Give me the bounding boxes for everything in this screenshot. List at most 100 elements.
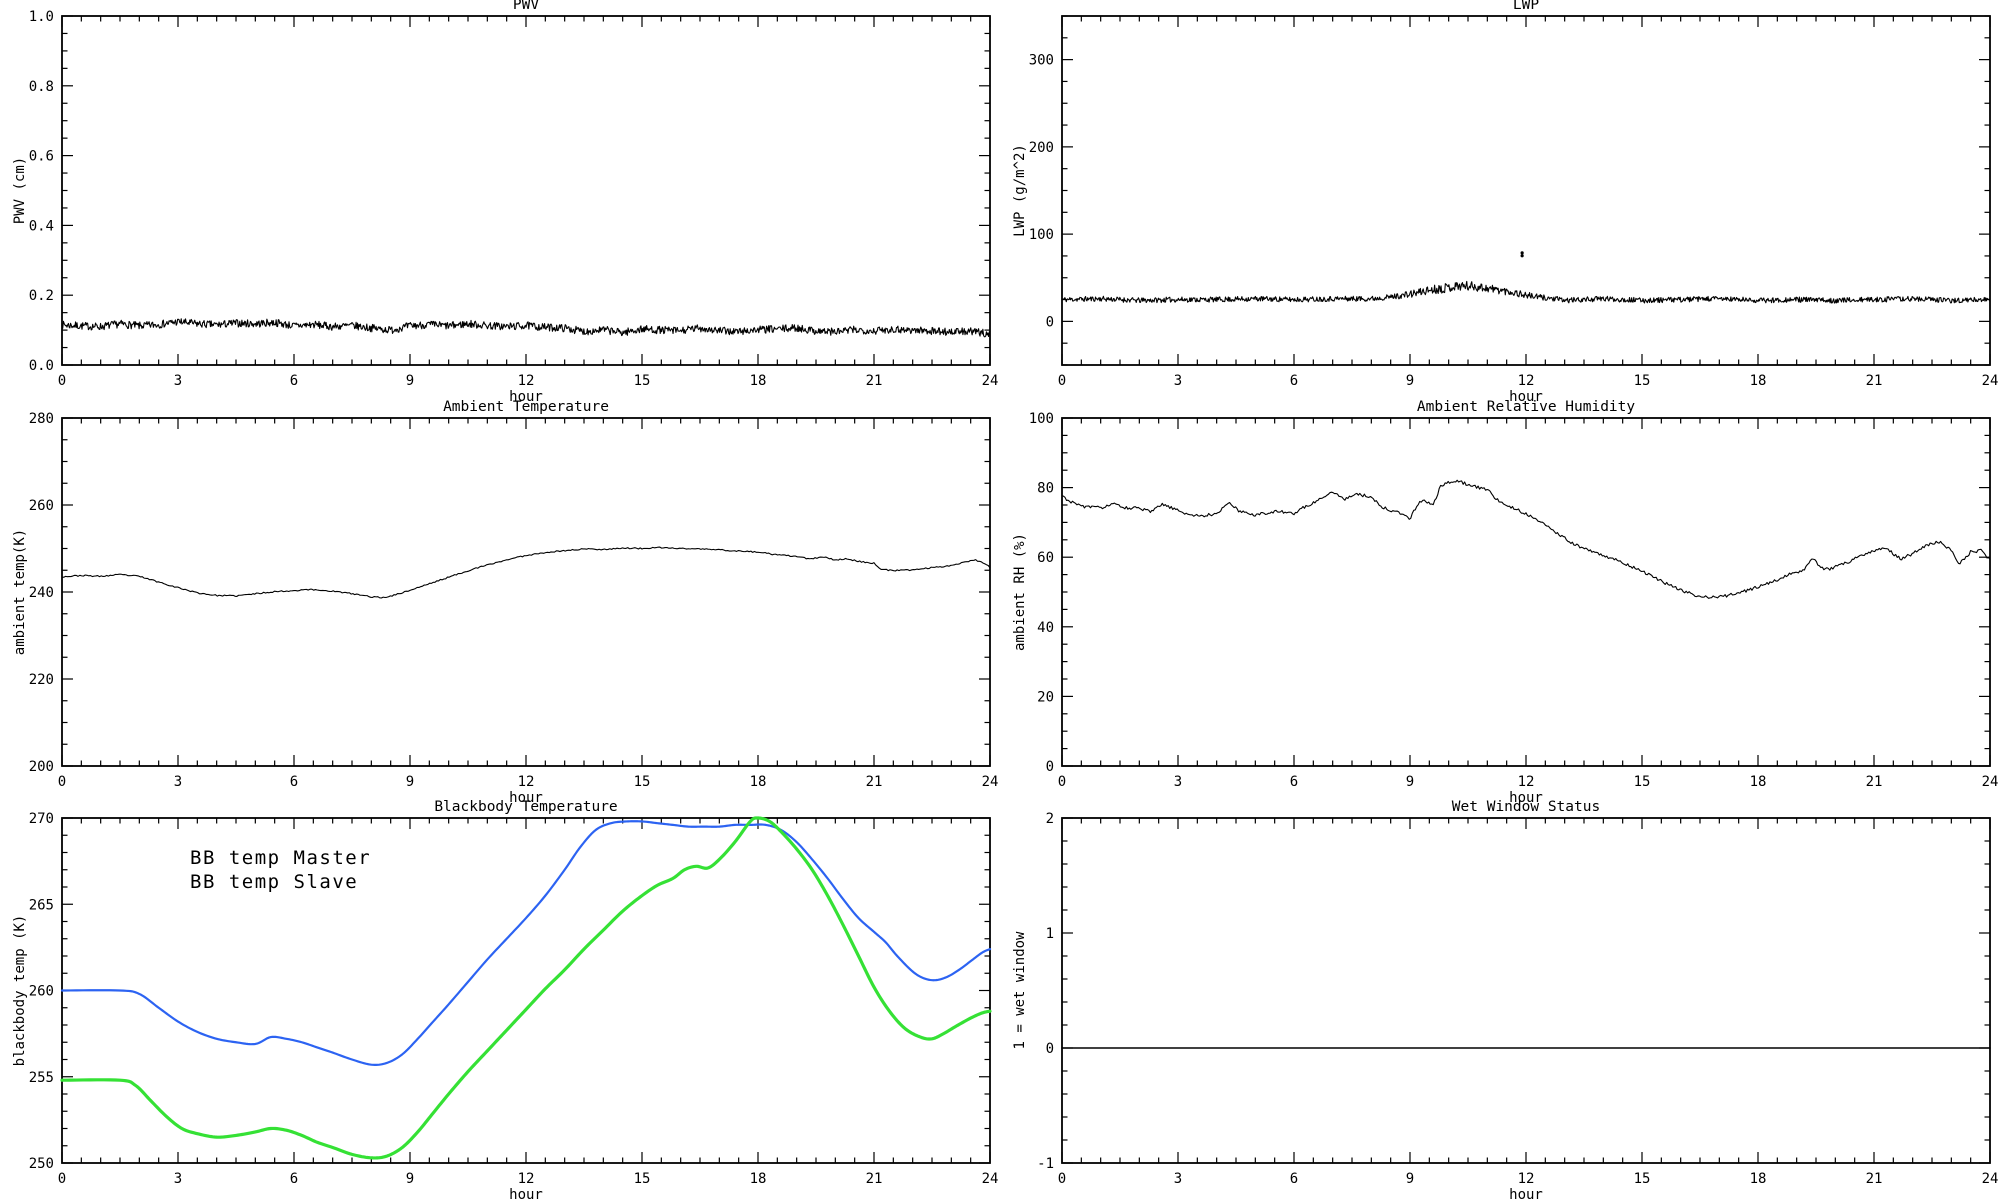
panel-ambient-temperature: Ambient Temperature 0 3 6 9 12 15 18 21 24 hour 200… [12,399,998,806]
xtick-label: 0 [1058,774,1066,790]
xtick-label: 24 [1982,1171,1999,1187]
xtick-label: 9 [1406,774,1414,790]
yaxis-title-ambient-temperature: ambient temp(K) [12,529,28,655]
title-wet-window-status: Wet Window Status [1452,799,1600,815]
series-bb-temp-slave [60,816,992,1160]
xtick-label: 21 [1866,373,1883,389]
xtick-label: 18 [750,1171,767,1187]
ytick-label: 1 [1046,926,1054,942]
title-blackbody-temperature: Blackbody Temperature [434,799,617,815]
ticks-lwp [1061,15,1991,366]
ytick-label: 200 [1029,140,1054,156]
xtick-label: 15 [1634,774,1651,790]
xtick-label: 3 [1174,774,1182,790]
ytick-label: 0.6 [29,149,54,165]
xtick-label: 21 [866,1171,883,1187]
xtick-label: 24 [1982,373,1999,389]
xtick-label: 3 [174,1171,182,1187]
xaxis-title-ambient-temperature: hour [509,790,543,806]
title-ambient-rh: Ambient Relative Humidity [1417,399,1636,415]
series-ambient-rh [1061,479,1991,599]
plot-box-wet-window-status [1061,817,1991,1164]
xtick-label: 12 [518,373,535,389]
xtick-label: 21 [866,373,883,389]
ytick-label: 0 [1046,314,1054,330]
xtick-label: 18 [750,774,767,790]
xtick-label: 18 [1750,774,1767,790]
xtick-label: 3 [1174,1171,1182,1187]
ytick-label: 240 [29,585,54,601]
title-ambient-temperature: Ambient Temperature [443,399,609,415]
xtick-label: 6 [1290,373,1298,389]
panel-pwv: PWV 0 3 6 9 12 15 18 21 24 hour 0.0 0.2 0.4 0.6 0.8 1.0 P… [12,0,998,405]
ytick-label: 0 [1046,1041,1054,1057]
xtick-label: 15 [1634,1171,1651,1187]
panel-ambient-rh: Ambient Relative Humidity 0 3 6 9 12 15 18 21 24 h… [1012,399,1998,806]
xtick-label: 12 [1518,373,1535,389]
xaxis-title-wet-window-status: hour [1509,1187,1543,1200]
xaxis-title-lwp: hour [1509,389,1543,405]
ticks-wet-window-status [1061,817,1991,1164]
ytick-label: 40 [1037,620,1054,636]
ytick-label: 0 [1046,759,1054,775]
plot-box-ambient-rh [1061,417,1991,767]
xtick-label: 15 [634,1171,651,1187]
ytick-label: 0.4 [29,218,54,234]
panel-blackbody-temperature: Blackbody Temperature 0 3 6 9 12 15 18 21 24 hour 2… [12,799,998,1200]
ytick-label: 2 [1046,811,1054,827]
xtick-label: 18 [1750,1171,1767,1187]
xaxis-title-pwv: hour [509,389,543,405]
series-dot-lwp [1520,254,1524,258]
yaxis-title-pwv: PWV (cm) [12,157,28,224]
yaxis-title-ambient-rh: ambient RH (%) [1012,533,1028,651]
xtick-label: 9 [406,373,414,389]
series-ambient-temp [61,546,991,599]
series-lwp [1061,280,1991,304]
plot-box-blackbody-temperature [61,817,991,1164]
ytick-label: 260 [29,984,54,1000]
xtick-label: 3 [1174,373,1182,389]
xtick-label: 3 [174,373,182,389]
plot-box-pwv [61,15,991,366]
ytick-label: 265 [29,897,54,913]
xtick-label: 3 [174,774,182,790]
ticks-ambient-rh [1061,417,1991,767]
xtick-label: 6 [290,774,298,790]
labels-ambient-rh: Ambient Relative Humidity 0 3 6 9 12 15 18 21 24 h… [1012,399,1998,806]
xtick-label: 0 [58,373,66,389]
xtick-label: 21 [866,774,883,790]
ytick-label: 60 [1037,550,1054,566]
ticks-pwv [61,15,991,366]
xtick-label: 15 [634,373,651,389]
xtick-label: 12 [1518,774,1535,790]
ytick-label: 260 [29,498,54,514]
xtick-label: 24 [982,774,999,790]
labels-lwp: LWP 0 3 6 9 12 15 18 21 24 hour 0 100 200 300 LWP (g/m^… [1012,0,1998,405]
plot-box-lwp [1061,15,1991,366]
xaxis-title-ambient-rh: hour [1509,790,1543,806]
ytick-label: 80 [1037,481,1054,497]
xtick-label: 21 [1866,1171,1883,1187]
xtick-label: 9 [1406,373,1414,389]
xtick-label: 0 [58,774,66,790]
ytick-label: 0.8 [29,79,54,95]
xtick-label: 9 [1406,1171,1414,1187]
title-lwp: LWP [1513,0,1539,13]
yaxis-title-wet-window-status: 1 = wet window [1012,931,1028,1050]
series-dot-lwp [1520,251,1524,255]
ytick-label: 0.2 [29,288,54,304]
xtick-label: 6 [290,1171,298,1187]
xtick-label: 18 [750,373,767,389]
labels-blackbody-temperature: Blackbody Temperature 0 3 6 9 12 15 18 21 24 hour 2… [12,799,998,1200]
panel-lwp: LWP 0 3 6 9 12 15 18 21 24 hour 0 100 200 300 LWP (g/m^… [1012,0,1998,405]
xaxis-title-blackbody-temperature: hour [509,1187,543,1200]
labels-ambient-temperature: Ambient Temperature 0 3 6 9 12 15 18 21 24 hour 200… [12,399,998,806]
xtick-label: 12 [518,774,535,790]
xtick-label: 15 [1634,373,1651,389]
xtick-label: 24 [1982,774,1999,790]
ytick-label: 300 [1029,53,1054,69]
